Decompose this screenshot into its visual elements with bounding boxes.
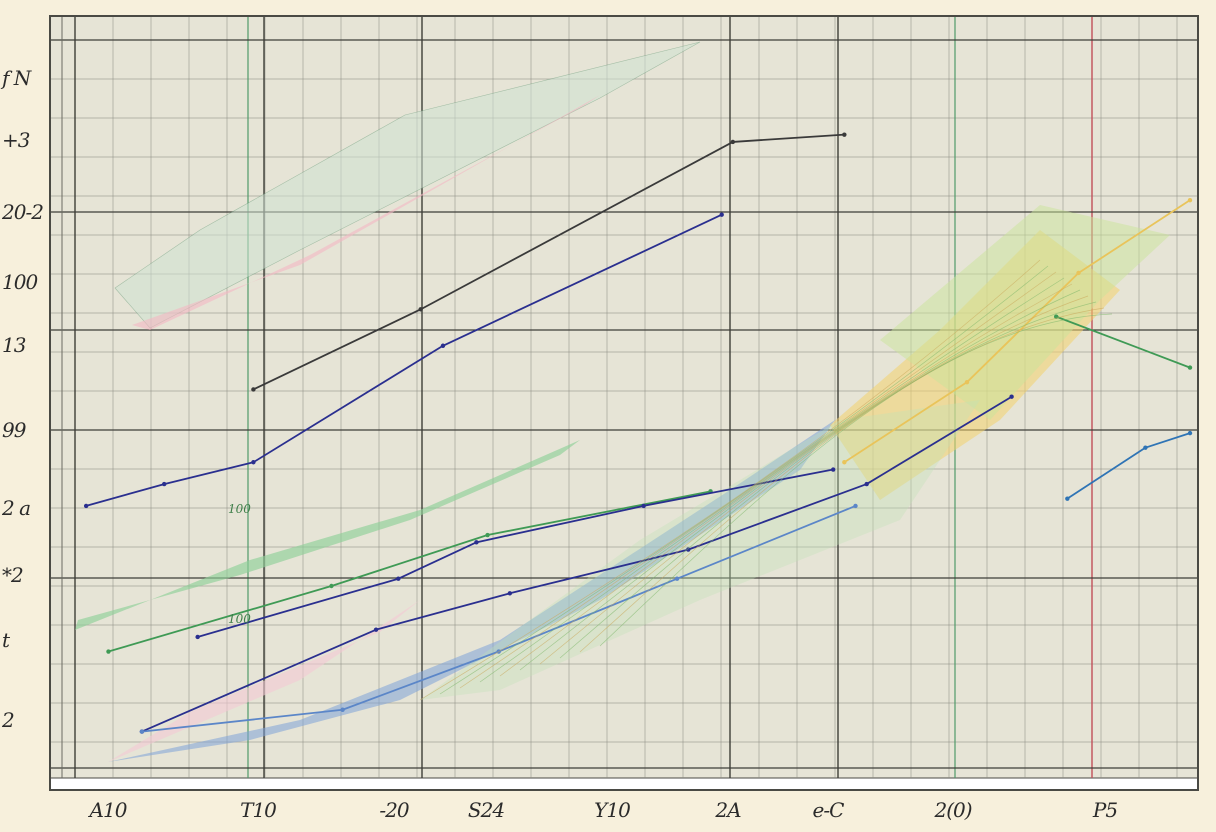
data-point (1065, 496, 1070, 501)
data-point (162, 481, 167, 487)
x-tick-label: -20 (379, 798, 409, 822)
data-point (719, 212, 724, 217)
y-tick-label: 2 (2, 708, 15, 732)
data-point (641, 503, 646, 509)
y-tick-label: *2 (2, 563, 24, 587)
data-point (106, 649, 111, 654)
data-point (730, 139, 736, 145)
data-point (1076, 270, 1081, 276)
data-point (831, 467, 836, 472)
data-point (1187, 197, 1193, 203)
x-tick-label: T10 (240, 798, 277, 822)
data-point (251, 460, 256, 465)
x-tick-label: A10 (89, 798, 128, 822)
series-line (108, 490, 711, 653)
data-point (1009, 394, 1014, 399)
data-point (485, 532, 490, 538)
y-tick-label: 13 (2, 333, 26, 357)
data-point (686, 547, 691, 552)
data-point (340, 707, 345, 712)
y-tick-label: f N (2, 66, 31, 90)
series-line (843, 199, 1191, 463)
x-tick-label: 2A (715, 798, 741, 822)
y-tick-label: +3 (2, 128, 31, 152)
data-point (964, 379, 970, 385)
series-line (141, 395, 1013, 733)
data-point (440, 343, 446, 348)
data-point (329, 583, 334, 589)
data-point (842, 460, 847, 465)
series-line (253, 133, 845, 391)
x-tick-label: P5 (1092, 798, 1118, 822)
data-point (1187, 430, 1193, 436)
annotation-label: 100 (228, 502, 251, 516)
annotation-label: 100 (228, 612, 251, 626)
plot-background (49, 15, 1199, 791)
data-point (373, 627, 379, 632)
x-tick-label: 2(0) (934, 798, 972, 822)
data-point (251, 387, 256, 392)
x-tick-label: e-C (812, 798, 845, 822)
y-tick-label: 20-2 (2, 200, 44, 224)
data-point (139, 729, 145, 734)
data-point (1187, 365, 1193, 370)
data-point (418, 307, 423, 312)
x-tick-label: Y10 (594, 798, 631, 822)
data-point (474, 540, 479, 545)
data-point (674, 576, 680, 581)
data-point (195, 634, 200, 640)
y-tick-label: t (2, 628, 10, 652)
y-tick-label: 2 a (2, 496, 31, 520)
data-point (83, 503, 89, 509)
data-point (864, 481, 869, 487)
data-point (1143, 445, 1148, 450)
y-tick-label: 99 (2, 418, 26, 442)
data-point (853, 503, 858, 509)
series-line (1055, 315, 1191, 369)
data-point (507, 591, 513, 596)
x-tick-label: S24 (467, 798, 505, 822)
y-tick-label: 100 (2, 270, 38, 294)
data-point (842, 132, 847, 137)
data-point (396, 576, 401, 581)
